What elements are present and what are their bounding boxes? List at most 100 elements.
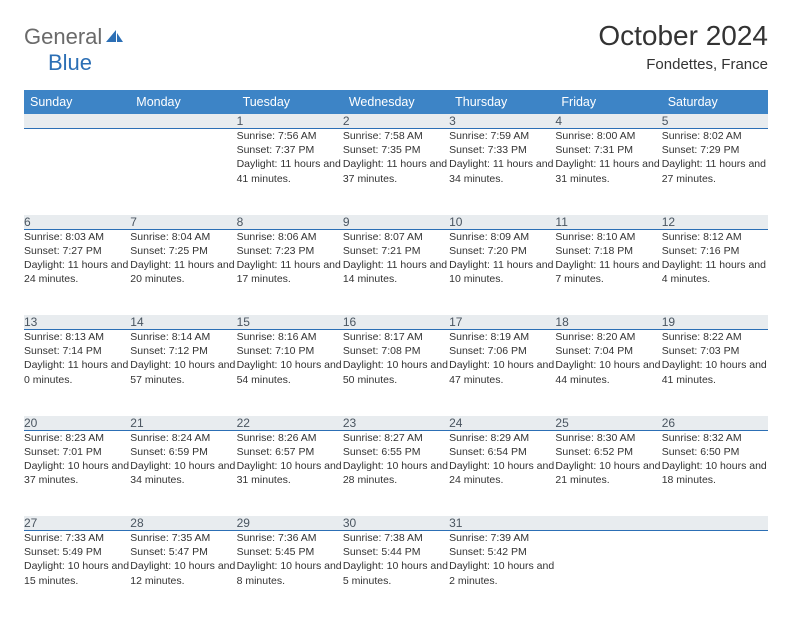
- day-number: 13: [24, 315, 130, 330]
- daycontent-row: Sunrise: 8:23 AMSunset: 7:01 PMDaylight:…: [24, 430, 768, 516]
- sunrise-line: Sunrise: 7:59 AM: [449, 129, 555, 143]
- daylight-line: Daylight: 10 hours and 37 minutes.: [24, 459, 130, 487]
- daylight-line: Daylight: 11 hours and 7 minutes.: [555, 258, 661, 286]
- day-number: 16: [343, 315, 449, 330]
- daylight-line: Daylight: 10 hours and 47 minutes.: [449, 358, 555, 386]
- sunset-line: Sunset: 7:29 PM: [662, 143, 768, 157]
- daylight-line: Daylight: 11 hours and 17 minutes.: [237, 258, 343, 286]
- daylight-line: Daylight: 10 hours and 21 minutes.: [555, 459, 661, 487]
- sunrise-line: Sunrise: 8:02 AM: [662, 129, 768, 143]
- daynum-row: 2728293031: [24, 516, 768, 531]
- sunrise-line: Sunrise: 8:04 AM: [130, 230, 236, 244]
- day-cell: Sunrise: 8:29 AMSunset: 6:54 PMDaylight:…: [449, 430, 555, 516]
- day-cell: Sunrise: 8:06 AMSunset: 7:23 PMDaylight:…: [237, 229, 343, 315]
- sunset-line: Sunset: 7:31 PM: [555, 143, 661, 157]
- sunrise-line: Sunrise: 8:32 AM: [662, 431, 768, 445]
- sunrise-line: Sunrise: 8:30 AM: [555, 431, 661, 445]
- daylight-line: Daylight: 10 hours and 24 minutes.: [449, 459, 555, 487]
- daylight-line: Daylight: 11 hours and 24 minutes.: [24, 258, 130, 286]
- day-cell: Sunrise: 7:36 AMSunset: 5:45 PMDaylight:…: [237, 531, 343, 617]
- day-cell: Sunrise: 7:39 AMSunset: 5:42 PMDaylight:…: [449, 531, 555, 617]
- day-cell: Sunrise: 8:09 AMSunset: 7:20 PMDaylight:…: [449, 229, 555, 315]
- sunrise-line: Sunrise: 8:17 AM: [343, 330, 449, 344]
- sunset-line: Sunset: 6:59 PM: [130, 445, 236, 459]
- daylight-line: Daylight: 10 hours and 41 minutes.: [662, 358, 768, 386]
- daylight-line: Daylight: 10 hours and 18 minutes.: [662, 459, 768, 487]
- sunrise-line: Sunrise: 8:23 AM: [24, 431, 130, 445]
- sunset-line: Sunset: 6:57 PM: [237, 445, 343, 459]
- daylight-line: Daylight: 10 hours and 54 minutes.: [237, 358, 343, 386]
- daylight-line: Daylight: 10 hours and 2 minutes.: [449, 559, 555, 587]
- daylight-line: Daylight: 10 hours and 44 minutes.: [555, 358, 661, 386]
- daylight-line: Daylight: 10 hours and 12 minutes.: [130, 559, 236, 587]
- sunrise-line: Sunrise: 8:09 AM: [449, 230, 555, 244]
- day-cell: Sunrise: 8:24 AMSunset: 6:59 PMDaylight:…: [130, 430, 236, 516]
- empty-cell: [130, 129, 236, 215]
- day-number: 10: [449, 215, 555, 230]
- day-header: Saturday: [662, 90, 768, 114]
- sunrise-line: Sunrise: 8:12 AM: [662, 230, 768, 244]
- day-number: 24: [449, 416, 555, 431]
- daycontent-row: Sunrise: 8:03 AMSunset: 7:27 PMDaylight:…: [24, 229, 768, 315]
- sunrise-line: Sunrise: 8:14 AM: [130, 330, 236, 344]
- daynum-row: 20212223242526: [24, 416, 768, 431]
- sunrise-line: Sunrise: 8:03 AM: [24, 230, 130, 244]
- day-header: Tuesday: [237, 90, 343, 114]
- day-number: 8: [237, 215, 343, 230]
- sunset-line: Sunset: 7:37 PM: [237, 143, 343, 157]
- sunset-line: Sunset: 7:10 PM: [237, 344, 343, 358]
- sunset-line: Sunset: 7:35 PM: [343, 143, 449, 157]
- day-number: 27: [24, 516, 130, 531]
- daylight-line: Daylight: 11 hours and 27 minutes.: [662, 157, 768, 185]
- empty-daynum: [24, 114, 130, 129]
- day-number: 1: [237, 114, 343, 129]
- logo: General Blue: [24, 24, 124, 76]
- daynum-row: 12345: [24, 114, 768, 129]
- sunrise-line: Sunrise: 7:58 AM: [343, 129, 449, 143]
- day-number: 25: [555, 416, 661, 431]
- day-number: 22: [237, 416, 343, 431]
- day-cell: Sunrise: 8:27 AMSunset: 6:55 PMDaylight:…: [343, 430, 449, 516]
- daylight-line: Daylight: 11 hours and 41 minutes.: [237, 157, 343, 185]
- day-cell: Sunrise: 8:19 AMSunset: 7:06 PMDaylight:…: [449, 330, 555, 416]
- day-cell: Sunrise: 8:10 AMSunset: 7:18 PMDaylight:…: [555, 229, 661, 315]
- daylight-line: Daylight: 10 hours and 8 minutes.: [237, 559, 343, 587]
- day-number: 6: [24, 215, 130, 230]
- sunrise-line: Sunrise: 7:56 AM: [237, 129, 343, 143]
- sunrise-line: Sunrise: 8:20 AM: [555, 330, 661, 344]
- logo-text-blue: Blue: [48, 50, 92, 75]
- daylight-line: Daylight: 11 hours and 31 minutes.: [555, 157, 661, 185]
- sunset-line: Sunset: 7:06 PM: [449, 344, 555, 358]
- sunrise-line: Sunrise: 8:16 AM: [237, 330, 343, 344]
- day-cell: Sunrise: 8:23 AMSunset: 7:01 PMDaylight:…: [24, 430, 130, 516]
- daylight-line: Daylight: 10 hours and 34 minutes.: [130, 459, 236, 487]
- title-block: October 2024 Fondettes, France: [598, 20, 768, 73]
- day-cell: Sunrise: 8:13 AMSunset: 7:14 PMDaylight:…: [24, 330, 130, 416]
- sunset-line: Sunset: 6:52 PM: [555, 445, 661, 459]
- day-cell: Sunrise: 8:00 AMSunset: 7:31 PMDaylight:…: [555, 129, 661, 215]
- day-number: 20: [24, 416, 130, 431]
- day-cell: Sunrise: 7:56 AMSunset: 7:37 PMDaylight:…: [237, 129, 343, 215]
- day-cell: Sunrise: 7:58 AMSunset: 7:35 PMDaylight:…: [343, 129, 449, 215]
- sunrise-line: Sunrise: 8:19 AM: [449, 330, 555, 344]
- empty-cell: [662, 531, 768, 617]
- sunrise-line: Sunrise: 7:38 AM: [343, 531, 449, 545]
- calendar-table: SundayMondayTuesdayWednesdayThursdayFrid…: [24, 90, 768, 617]
- sunset-line: Sunset: 7:16 PM: [662, 244, 768, 258]
- sunset-line: Sunset: 7:20 PM: [449, 244, 555, 258]
- day-number: 21: [130, 416, 236, 431]
- sunset-line: Sunset: 7:25 PM: [130, 244, 236, 258]
- day-cell: Sunrise: 8:04 AMSunset: 7:25 PMDaylight:…: [130, 229, 236, 315]
- sunset-line: Sunset: 7:18 PM: [555, 244, 661, 258]
- day-number: 23: [343, 416, 449, 431]
- sunrise-line: Sunrise: 8:26 AM: [237, 431, 343, 445]
- day-cell: Sunrise: 7:33 AMSunset: 5:49 PMDaylight:…: [24, 531, 130, 617]
- daycontent-row: Sunrise: 8:13 AMSunset: 7:14 PMDaylight:…: [24, 330, 768, 416]
- sunrise-line: Sunrise: 8:10 AM: [555, 230, 661, 244]
- day-number: 15: [237, 315, 343, 330]
- sunrise-line: Sunrise: 8:27 AM: [343, 431, 449, 445]
- daynum-row: 13141516171819: [24, 315, 768, 330]
- sunrise-line: Sunrise: 7:36 AM: [237, 531, 343, 545]
- daylight-line: Daylight: 10 hours and 31 minutes.: [237, 459, 343, 487]
- logo-sail-icon: [104, 31, 124, 48]
